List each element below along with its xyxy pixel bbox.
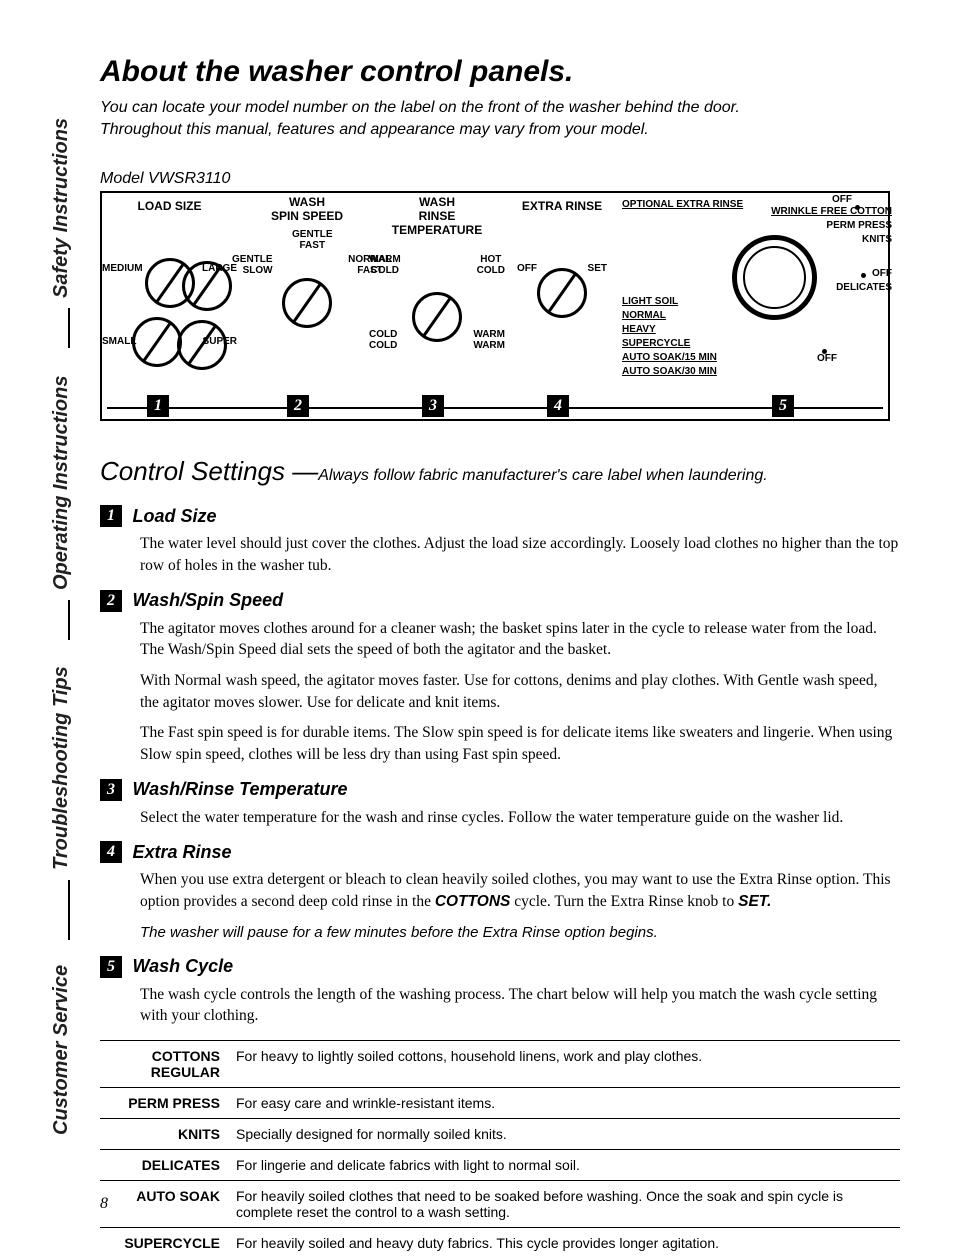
- dial-label: OFF: [517, 264, 537, 275]
- side-div: [68, 880, 70, 940]
- dial-label: NORMAL: [622, 311, 666, 322]
- panel-num: 4: [547, 395, 569, 417]
- table-row: PERM PRESSFor easy care and wrinkle-resi…: [100, 1088, 900, 1119]
- cycle-desc: Specially designed for normally soiled k…: [230, 1119, 900, 1150]
- setting-title: Load Size: [132, 506, 216, 527]
- page-title: About the washer control panels.: [100, 55, 900, 89]
- dial-icon: [537, 268, 587, 318]
- side-div: [68, 600, 70, 640]
- dial-label: KNITS: [862, 235, 892, 246]
- setting-title: Wash Cycle: [132, 956, 233, 977]
- setting-block: 5 Wash Cycle The wash cycle controls the…: [100, 956, 900, 1027]
- model-label: Model VWSR3110: [100, 170, 900, 188]
- dial-label: OFF: [832, 195, 852, 206]
- dial-label: WARM WARM: [473, 330, 505, 351]
- dial-label: AUTO SOAK/15 MIN: [622, 353, 717, 364]
- panel-num: 5: [772, 395, 794, 417]
- setting-block: 1 Load Size The water level should just …: [100, 505, 900, 576]
- dial-label: WARM COLD: [369, 255, 401, 276]
- setting-title: Wash/Rinse Temperature: [132, 779, 347, 800]
- setting-body: The agitator moves clothes around for a …: [140, 618, 900, 766]
- cycle-desc: For heavily soiled and heavy duty fabric…: [230, 1228, 900, 1258]
- setting-body: The wash cycle controls the length of th…: [140, 984, 900, 1027]
- cycle-desc: For easy care and wrinkle-resistant item…: [230, 1088, 900, 1119]
- side-tab-customer: Customer Service: [50, 965, 73, 1135]
- dial-label: DELICATES: [836, 283, 892, 294]
- setting-body: The water level should just cover the cl…: [140, 533, 900, 576]
- dial-icon: [412, 292, 462, 342]
- table-row: COTTONS REGULARFor heavy to lightly soil…: [100, 1041, 900, 1088]
- dial-title: WASHSPIN SPEED: [252, 195, 362, 223]
- cycle-desc: For heavily soiled clothes that need to …: [230, 1181, 900, 1228]
- cycle-desc: For lingerie and delicate fabrics with l…: [230, 1150, 900, 1181]
- setting-block: 3 Wash/Rinse Temperature Select the wate…: [100, 779, 900, 829]
- dial-label: OFF: [817, 354, 837, 365]
- setting-number: 4: [100, 841, 122, 863]
- table-row: KNITSSpecially designed for normally soi…: [100, 1119, 900, 1150]
- setting-title: Extra Rinse: [132, 842, 231, 863]
- dial-icon: [132, 317, 182, 367]
- cycle-name: COTTONS REGULAR: [100, 1041, 230, 1088]
- dial-label: SET: [588, 264, 607, 275]
- panel-num: 2: [287, 395, 309, 417]
- table-row: AUTO SOAKFor heavily soiled clothes that…: [100, 1181, 900, 1228]
- setting-number: 5: [100, 956, 122, 978]
- dial-icon: [282, 278, 332, 328]
- dial-label: HOT COLD: [477, 255, 505, 276]
- cycles-table: COTTONS REGULARFor heavy to lightly soil…: [100, 1040, 900, 1258]
- side-tab-safety: Safety Instructions: [50, 118, 73, 298]
- setting-block: 4 Extra Rinse When you use extra deterge…: [100, 841, 900, 942]
- side-tab-troubleshooting: Troubleshooting Tips: [50, 666, 73, 870]
- dial-label: OFF: [872, 269, 892, 280]
- cycle-name: AUTO SOAK: [100, 1181, 230, 1228]
- cycle-name: SUPERCYCLE: [100, 1228, 230, 1258]
- dial-title: EXTRA RINSE: [512, 199, 612, 213]
- panel-num: 1: [147, 395, 169, 417]
- cycle-name: KNITS: [100, 1119, 230, 1150]
- dial-icon: [177, 320, 227, 370]
- cycle-desc: For heavy to lightly soiled cottons, hou…: [230, 1041, 900, 1088]
- dial-label: SUPERCYCLE: [622, 339, 690, 350]
- sidebar: Safety Instructions Operating Instructio…: [0, 0, 70, 1235]
- dial-title: WASHRINSE TEMPERATURE: [377, 195, 497, 237]
- control-settings-heading: Control Settings —Always follow fabric m…: [100, 456, 900, 487]
- number-line: [107, 407, 883, 409]
- dial-icon: [182, 261, 232, 311]
- page-number: 8: [100, 1195, 108, 1213]
- dial-label: WRINKLE FREE COTTON: [771, 207, 892, 218]
- setting-title: Wash/Spin Speed: [132, 590, 283, 611]
- dial-label: GENTLE SLOW: [232, 255, 273, 276]
- cycle-name: DELICATES: [100, 1150, 230, 1181]
- dial-label: LIGHT SOIL: [622, 297, 678, 308]
- side-div: [68, 308, 70, 348]
- setting-block: 2 Wash/Spin Speed The agitator moves clo…: [100, 590, 900, 766]
- table-row: DELICATESFor lingerie and delicate fabri…: [100, 1150, 900, 1181]
- side-tab-operating: Operating Instructions: [50, 376, 73, 590]
- main-content: About the washer control panels. You can…: [100, 55, 900, 1258]
- dial-title: LOAD SIZE: [107, 199, 232, 213]
- setting-body: Select the water temperature for the was…: [140, 807, 900, 829]
- dial-label: COLD COLD: [369, 330, 397, 351]
- dial-label: HEAVY: [622, 325, 656, 336]
- setting-number: 3: [100, 779, 122, 801]
- setting-body: When you use extra detergent or bleach t…: [140, 869, 900, 942]
- dial-label: GENTLE FAST: [292, 230, 333, 251]
- dial-label: AUTO SOAK/30 MIN: [622, 367, 717, 378]
- table-row: SUPERCYCLEFor heavily soiled and heavy d…: [100, 1228, 900, 1258]
- cycle-name: PERM PRESS: [100, 1088, 230, 1119]
- intro-text: You can locate your model number on the …: [100, 97, 900, 140]
- dial-label: PERM PRESS: [826, 221, 892, 232]
- dial-icon: [732, 235, 817, 320]
- dial-label: MEDIUM: [102, 264, 143, 275]
- control-panel-diagram: LOAD SIZE MEDIUM LARGE SMALL SUPER WASHS…: [100, 191, 890, 421]
- setting-number: 2: [100, 590, 122, 612]
- setting-number: 1: [100, 505, 122, 527]
- panel-num: 3: [422, 395, 444, 417]
